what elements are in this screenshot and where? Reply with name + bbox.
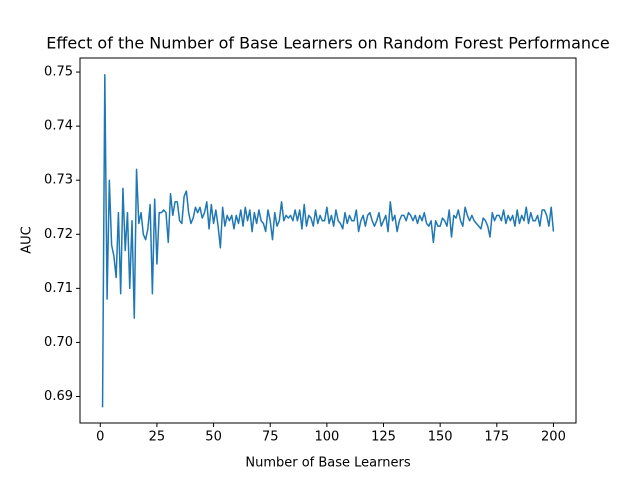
y-axis-label: AUC: [20, 226, 35, 254]
y-tick-label: 0.70: [44, 335, 73, 350]
y-tick-label: 0.75: [44, 65, 73, 80]
x-tick-label: 100: [314, 430, 339, 445]
axes-frame: [79, 57, 577, 424]
x-tick-label: 75: [262, 430, 279, 445]
x-tick-label: 200: [541, 430, 566, 445]
x-tick-label: 50: [205, 430, 222, 445]
x-tick-label: 0: [96, 430, 104, 445]
x-tick-label: 175: [484, 430, 509, 445]
x-tick-label: 125: [371, 430, 396, 445]
x-tick-label: 150: [428, 430, 453, 445]
y-tick-label: 0.71: [44, 281, 73, 296]
x-axis-label: Number of Base Learners: [245, 456, 410, 471]
y-tick-label: 0.73: [44, 173, 73, 188]
x-tick-label: 25: [149, 430, 166, 445]
data-line: [101, 74, 555, 408]
chart-title: Effect of the Number of Base Learners on…: [46, 34, 609, 53]
y-tick-label: 0.69: [44, 389, 73, 404]
y-tick-label: 0.72: [44, 227, 73, 242]
y-tick-label: 0.74: [44, 119, 73, 134]
